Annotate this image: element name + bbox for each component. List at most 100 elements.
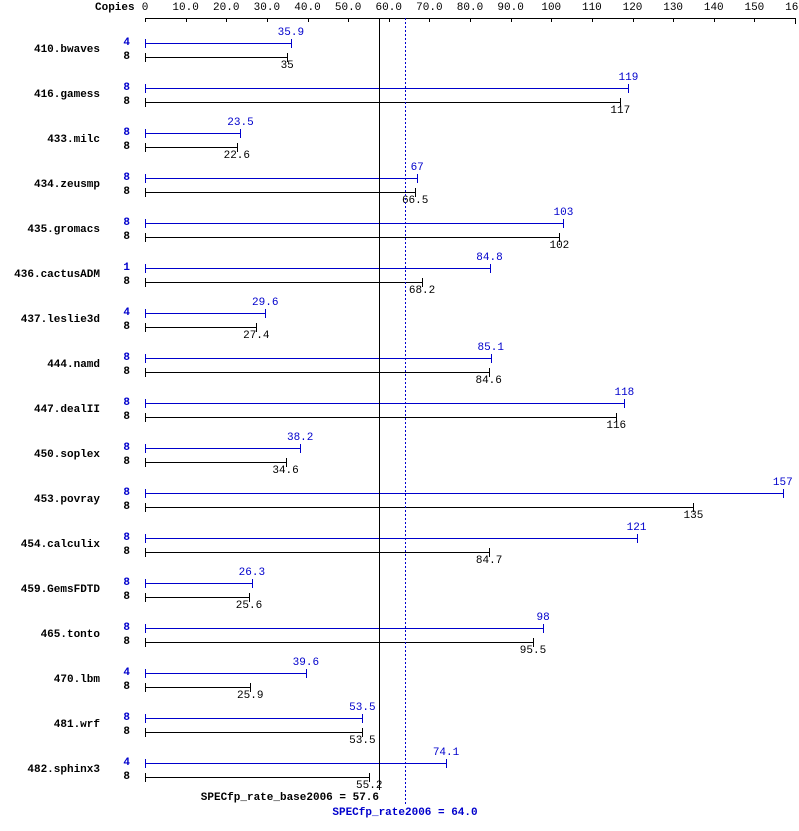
value-base: 25.9 xyxy=(237,690,263,702)
x-tick xyxy=(308,18,309,22)
benchmark-name: 437.leslie3d xyxy=(0,314,100,326)
benchmark-name: 436.cactusADM xyxy=(0,269,100,281)
benchmark-name: 435.gromacs xyxy=(0,224,100,236)
x-tick-label: 0 xyxy=(142,2,149,14)
copies-base: 8 xyxy=(115,51,130,63)
bar-base xyxy=(145,552,489,553)
value-base: 117 xyxy=(610,105,630,117)
x-tick-label: 70.0 xyxy=(416,2,442,14)
bar-base-start-cap xyxy=(145,503,146,512)
copies-peak: 4 xyxy=(115,37,130,49)
x-tick xyxy=(470,18,471,22)
value-peak: 84.8 xyxy=(476,252,502,264)
bar-peak-start-cap xyxy=(145,444,146,453)
copies-peak: 8 xyxy=(115,712,130,724)
copies-peak: 8 xyxy=(115,487,130,499)
bar-peak-cap xyxy=(265,309,266,318)
bar-peak xyxy=(145,448,300,449)
value-base: 102 xyxy=(549,240,569,252)
x-tick-label: 80.0 xyxy=(457,2,483,14)
bar-base-start-cap xyxy=(145,53,146,62)
bar-base-start-cap xyxy=(145,548,146,557)
benchmark-name: 433.milc xyxy=(0,134,100,146)
value-peak: 74.1 xyxy=(433,747,459,759)
bar-peak xyxy=(145,493,783,494)
benchmark-name: 416.gamess xyxy=(0,89,100,101)
value-base: 116 xyxy=(606,420,626,432)
bar-peak-cap xyxy=(446,759,447,768)
bar-peak-start-cap xyxy=(145,219,146,228)
value-base: 22.6 xyxy=(224,150,250,162)
value-base: 53.5 xyxy=(349,735,375,747)
copies-base: 8 xyxy=(115,411,130,423)
ref-line-peak xyxy=(405,18,407,805)
x-tick xyxy=(592,18,593,22)
x-tick-label: 40.0 xyxy=(294,2,320,14)
bar-base xyxy=(145,732,362,733)
value-base: 68.2 xyxy=(409,285,435,297)
copies-peak: 4 xyxy=(115,667,130,679)
bar-peak-cap xyxy=(563,219,564,228)
bar-base-start-cap xyxy=(145,593,146,602)
bar-base-start-cap xyxy=(145,368,146,377)
bar-base-start-cap xyxy=(145,233,146,242)
value-peak: 121 xyxy=(627,522,647,534)
bar-peak xyxy=(145,358,491,359)
x-tick-label: 130 xyxy=(663,2,683,14)
bar-peak xyxy=(145,43,291,44)
value-peak: 67 xyxy=(411,162,424,174)
bar-peak-cap xyxy=(491,354,492,363)
value-peak: 103 xyxy=(554,207,574,219)
x-tick-label: 150 xyxy=(744,2,764,14)
value-peak: 23.5 xyxy=(227,117,253,129)
ref-base-text: SPECfp_rate_base2006 = 57.6 xyxy=(179,792,379,804)
copies-base: 8 xyxy=(115,771,130,783)
bar-peak-cap xyxy=(628,84,629,93)
bar-base xyxy=(145,237,559,238)
value-peak: 53.5 xyxy=(349,702,375,714)
bar-base xyxy=(145,372,489,373)
x-tick-label: 20.0 xyxy=(213,2,239,14)
copies-peak: 8 xyxy=(115,352,130,364)
value-base: 84.7 xyxy=(476,555,502,567)
bar-peak-cap xyxy=(240,129,241,138)
bar-peak-start-cap xyxy=(145,624,146,633)
x-tick-label: 140 xyxy=(704,2,724,14)
copies-base: 8 xyxy=(115,501,130,513)
benchmark-name: 470.lbm xyxy=(0,674,100,686)
copies-peak: 8 xyxy=(115,622,130,634)
x-tick-label: 50.0 xyxy=(335,2,361,14)
x-tick xyxy=(714,18,715,22)
x-tick xyxy=(226,18,227,22)
bar-peak xyxy=(145,313,265,314)
benchmark-name: 465.tonto xyxy=(0,629,100,641)
x-tick xyxy=(429,18,430,22)
bar-peak xyxy=(145,268,490,269)
copies-base: 8 xyxy=(115,231,130,243)
copies-peak: 8 xyxy=(115,172,130,184)
copies-peak: 8 xyxy=(115,217,130,229)
value-peak: 38.2 xyxy=(287,432,313,444)
bar-peak xyxy=(145,673,306,674)
bar-base xyxy=(145,102,620,103)
bar-peak-start-cap xyxy=(145,714,146,723)
bar-base xyxy=(145,282,422,283)
copies-base: 8 xyxy=(115,681,130,693)
bar-peak-start-cap xyxy=(145,759,146,768)
bar-peak-start-cap xyxy=(145,39,146,48)
copies-base: 8 xyxy=(115,591,130,603)
value-base: 135 xyxy=(684,510,704,522)
bar-peak-start-cap xyxy=(145,579,146,588)
value-peak: 98 xyxy=(537,612,550,624)
bar-peak xyxy=(145,583,252,584)
value-base: 84.6 xyxy=(475,375,501,387)
benchmark-chart: 010.020.030.040.050.060.070.080.090.0100… xyxy=(0,0,799,831)
ref-peak-text: SPECfp_rate2006 = 64.0 xyxy=(235,807,575,819)
bar-peak-start-cap xyxy=(145,84,146,93)
bar-peak xyxy=(145,223,563,224)
copies-peak: 4 xyxy=(115,757,130,769)
copies-peak: 8 xyxy=(115,82,130,94)
bar-base xyxy=(145,687,250,688)
bar-base xyxy=(145,777,369,778)
x-tick-label: 160 xyxy=(785,2,799,14)
